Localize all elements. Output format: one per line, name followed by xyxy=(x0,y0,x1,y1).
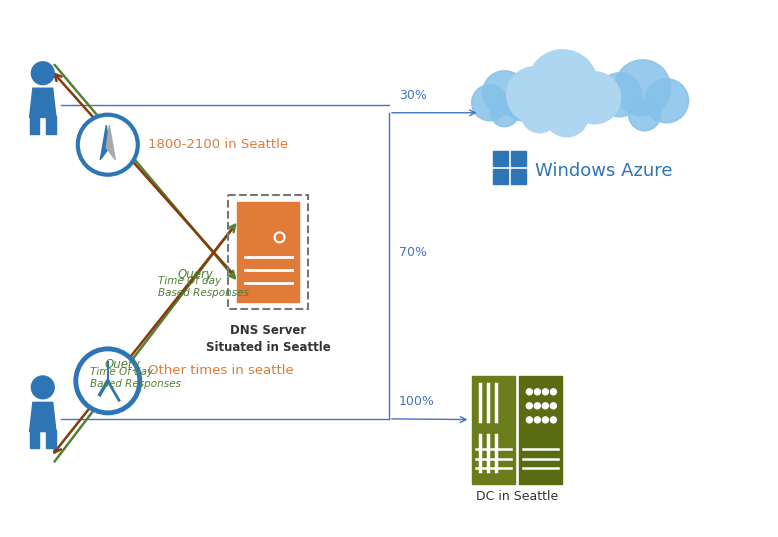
Polygon shape xyxy=(107,125,115,159)
Circle shape xyxy=(629,99,661,131)
Circle shape xyxy=(569,72,621,124)
Text: 30%: 30% xyxy=(399,89,427,102)
Bar xyxy=(511,169,526,184)
Polygon shape xyxy=(47,116,56,134)
Circle shape xyxy=(471,85,507,121)
Circle shape xyxy=(534,417,541,423)
Text: 100%: 100% xyxy=(399,395,435,408)
Circle shape xyxy=(527,417,532,423)
Circle shape xyxy=(550,417,556,423)
Text: DC in Seattle: DC in Seattle xyxy=(476,490,559,503)
Polygon shape xyxy=(47,430,56,448)
Circle shape xyxy=(527,50,598,120)
Polygon shape xyxy=(100,125,109,159)
Circle shape xyxy=(534,403,541,409)
Circle shape xyxy=(31,62,54,85)
Circle shape xyxy=(615,60,671,116)
Circle shape xyxy=(506,67,562,123)
Bar xyxy=(493,151,508,166)
Circle shape xyxy=(598,73,642,117)
Circle shape xyxy=(542,389,548,395)
Circle shape xyxy=(82,119,133,170)
Circle shape xyxy=(482,71,527,115)
Circle shape xyxy=(78,115,138,175)
Bar xyxy=(493,169,508,184)
Circle shape xyxy=(491,99,519,127)
Bar xyxy=(472,375,515,484)
Bar xyxy=(511,151,526,166)
Circle shape xyxy=(550,389,556,395)
Circle shape xyxy=(75,349,140,413)
Circle shape xyxy=(527,389,532,395)
Circle shape xyxy=(542,417,548,423)
Circle shape xyxy=(527,403,532,409)
Circle shape xyxy=(521,97,558,133)
Text: Query: Query xyxy=(178,268,214,281)
Circle shape xyxy=(545,93,589,137)
Text: Time Of day
Based Responses: Time Of day Based Responses xyxy=(158,275,249,298)
Circle shape xyxy=(550,403,556,409)
Polygon shape xyxy=(30,430,39,448)
Text: Other times in seattle: Other times in seattle xyxy=(148,365,293,378)
Text: 1800-2100 in Seattle: 1800-2100 in Seattle xyxy=(148,138,288,151)
Bar xyxy=(237,202,300,302)
Text: DNS Server
Situated in Seattle: DNS Server Situated in Seattle xyxy=(206,324,331,354)
Polygon shape xyxy=(30,402,56,432)
Circle shape xyxy=(534,389,541,395)
Polygon shape xyxy=(30,88,56,118)
Circle shape xyxy=(31,376,54,399)
Circle shape xyxy=(645,79,689,123)
Circle shape xyxy=(542,403,548,409)
Text: Query: Query xyxy=(105,358,141,371)
Polygon shape xyxy=(30,116,39,134)
Text: Time Of day
Based Responses: Time Of day Based Responses xyxy=(90,367,180,389)
Text: 70%: 70% xyxy=(399,246,427,259)
Circle shape xyxy=(505,85,541,121)
Circle shape xyxy=(81,354,135,408)
Text: Windows Azure: Windows Azure xyxy=(534,162,672,180)
Bar xyxy=(520,375,562,484)
